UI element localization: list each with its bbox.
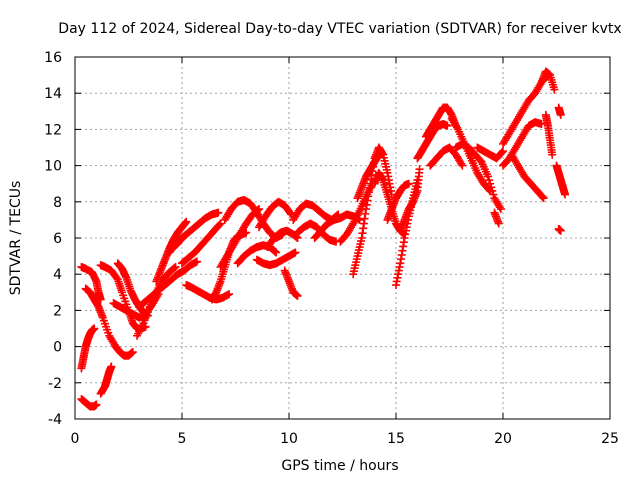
y-tick-label: -4: [48, 412, 62, 428]
data-point: [457, 159, 466, 168]
data-point: [215, 220, 224, 229]
data-point: [90, 324, 99, 333]
series-arc-10: [135, 257, 201, 311]
series-arc-37: [451, 139, 505, 214]
data-point: [550, 85, 559, 94]
data-point: [452, 123, 461, 132]
data-point: [214, 208, 223, 217]
data-point: [443, 121, 452, 130]
x-tick-label: 25: [601, 431, 619, 447]
data-point: [548, 150, 557, 159]
data-point: [112, 274, 121, 283]
data-points: [77, 67, 570, 411]
data-point: [291, 248, 300, 257]
data-point: [496, 205, 505, 214]
x-tick-label: 0: [71, 431, 80, 447]
series-arc-44: [541, 110, 557, 159]
data-point: [225, 290, 234, 299]
y-tick-label: 4: [53, 267, 62, 283]
data-point: [488, 186, 497, 195]
series-arc-46: [554, 103, 565, 119]
series-arc-47: [554, 224, 565, 235]
series-arc-20: [255, 197, 296, 232]
data-point: [497, 148, 506, 157]
data-point: [561, 190, 570, 199]
data-point: [170, 263, 179, 272]
x-tick-label: 10: [280, 431, 298, 447]
data-point: [494, 219, 503, 228]
series-arc-32: [396, 165, 424, 235]
chart-title: Day 112 of 2024, Sidereal Day-to-day VTE…: [58, 21, 621, 37]
series-arc-13: [182, 281, 234, 304]
x-axis-label: GPS time / hours: [281, 458, 398, 474]
y-tick-label: -2: [48, 376, 62, 392]
x-tick-label: 15: [387, 431, 405, 447]
series-arc-4: [81, 284, 137, 360]
series-arc-41: [499, 118, 546, 170]
series-arc-45: [552, 161, 570, 199]
data-point: [374, 150, 383, 159]
series-arc-28: [353, 150, 383, 203]
data-point: [487, 183, 496, 192]
y-axis-label: SDTVAR / TECUs: [8, 181, 24, 296]
data-point: [458, 161, 467, 170]
series-arc-2: [77, 395, 101, 411]
y-tick-label: 10: [44, 159, 62, 175]
y-tick-label: 16: [44, 50, 62, 66]
series-arc-42: [507, 150, 548, 203]
data-point: [538, 192, 547, 201]
data-point: [404, 179, 413, 188]
y-tick-label: 14: [44, 86, 62, 102]
data-point: [272, 248, 281, 257]
y-tick-label: 0: [53, 340, 62, 356]
data-point: [286, 208, 295, 217]
series-arc-38: [473, 143, 507, 163]
data-point: [539, 194, 548, 203]
y-tick-label: 8: [53, 195, 62, 211]
series-arc-30: [383, 179, 413, 224]
data-point: [128, 348, 137, 357]
series-arc-19: [252, 248, 300, 270]
series-arc-12: [165, 208, 223, 257]
data-point: [271, 247, 280, 256]
series-arc-9: [133, 262, 180, 340]
x-tick-label: 5: [178, 431, 187, 447]
series-arc-5: [96, 362, 116, 398]
series-arc-22: [280, 266, 302, 300]
y-tick-label: 6: [53, 231, 62, 247]
data-point: [556, 226, 565, 235]
series-arc-14: [178, 219, 225, 268]
series-arc-1: [77, 324, 99, 373]
data-point: [484, 172, 493, 181]
data-point: [92, 400, 101, 409]
y-tick-label: 2: [53, 303, 62, 319]
data-point: [107, 362, 116, 371]
data-point: [495, 203, 504, 212]
data-point: [216, 219, 225, 228]
data-point: [556, 110, 565, 119]
data-point: [486, 179, 495, 188]
axis-ticks: 0 5 10 15 20 25 -4 -2 0 2 4 6 8 10 12 14 16: [44, 50, 619, 447]
data-point: [192, 257, 201, 266]
data-point: [182, 217, 191, 226]
data-point: [293, 291, 302, 300]
series-arc-43: [537, 67, 559, 94]
series-arc-39: [490, 208, 503, 228]
data-point: [485, 176, 494, 185]
series-arc-21: [263, 226, 302, 252]
data-point: [171, 262, 180, 271]
y-tick-label: 12: [44, 122, 62, 138]
data-point: [489, 190, 498, 199]
series-arc-23: [289, 199, 343, 224]
series-arc-33: [413, 119, 452, 163]
series-arc-3: [77, 262, 105, 304]
data-point: [499, 147, 507, 156]
data-point: [415, 165, 424, 174]
x-tick-label: 20: [494, 431, 512, 447]
